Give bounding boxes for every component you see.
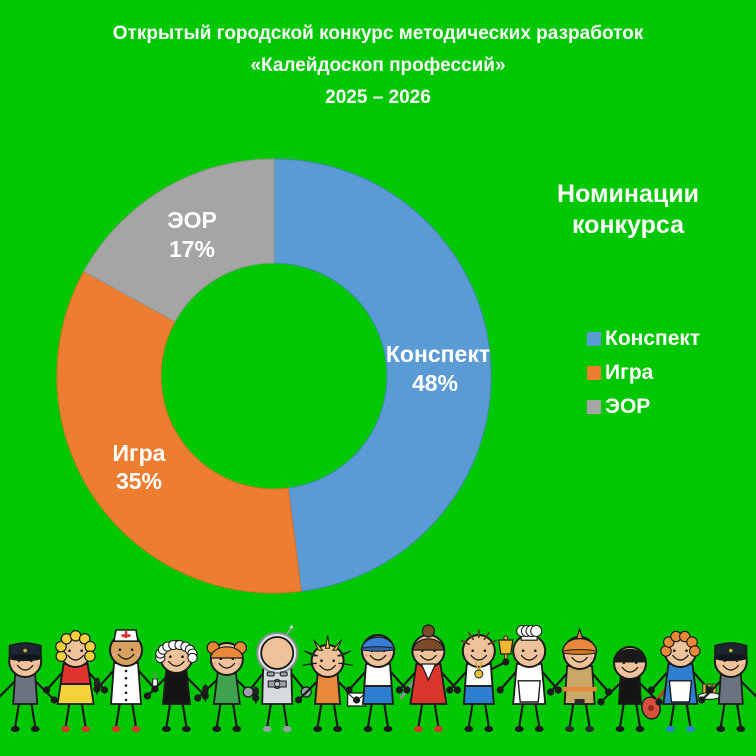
svg-text:17%: 17%: [169, 236, 215, 262]
svg-text:Конспект: Конспект: [386, 341, 490, 367]
svg-text:конкурса: конкурса: [572, 211, 685, 239]
svg-text:48%: 48%: [412, 370, 458, 396]
svg-text:ЭОР: ЭОР: [605, 395, 650, 418]
svg-text:ЭОР: ЭОР: [167, 207, 217, 233]
svg-text:Номинации: Номинации: [557, 180, 699, 208]
svg-text:Игра: Игра: [113, 440, 166, 466]
svg-text:35%: 35%: [116, 468, 162, 494]
svg-text:Игра: Игра: [605, 361, 654, 384]
svg-text:Конспект: Конспект: [605, 327, 700, 350]
